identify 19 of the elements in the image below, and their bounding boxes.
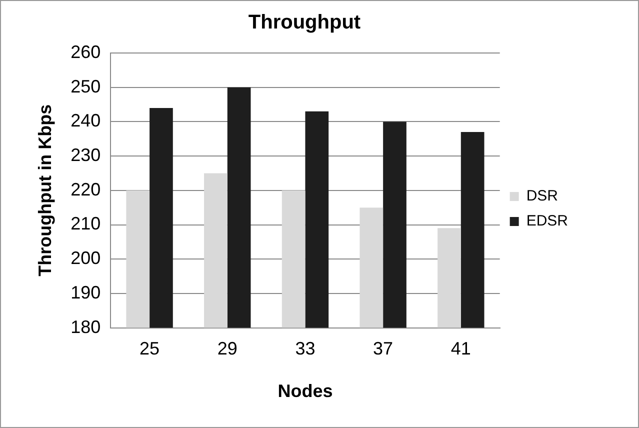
y-axis-title: Throughput in Kbps — [34, 104, 55, 276]
legend-label: EDSR — [526, 212, 568, 230]
x-tick-label: 25 — [140, 338, 160, 359]
x-tick-label: 37 — [373, 338, 394, 359]
y-tick-label: 180 — [70, 316, 101, 337]
x-tick-label: 33 — [295, 338, 316, 359]
x-axis-title: Nodes — [278, 381, 333, 402]
legend-label: DSR — [526, 188, 558, 205]
x-tick-label: 41 — [450, 338, 471, 359]
y-tick-label: 210 — [70, 214, 101, 234]
y-tick-label: 240 — [70, 110, 101, 131]
x-tick-label: 29 — [217, 338, 238, 359]
y-tick-label: 250 — [70, 76, 101, 96]
y-tick-label: 220 — [70, 179, 101, 200]
y-tick-label: 230 — [70, 145, 101, 166]
chart-title: Throughput — [248, 12, 361, 34]
y-tick-label: 190 — [70, 282, 101, 302]
y-tick-label: 260 — [70, 42, 101, 62]
y-tick-label: 200 — [70, 248, 101, 268]
